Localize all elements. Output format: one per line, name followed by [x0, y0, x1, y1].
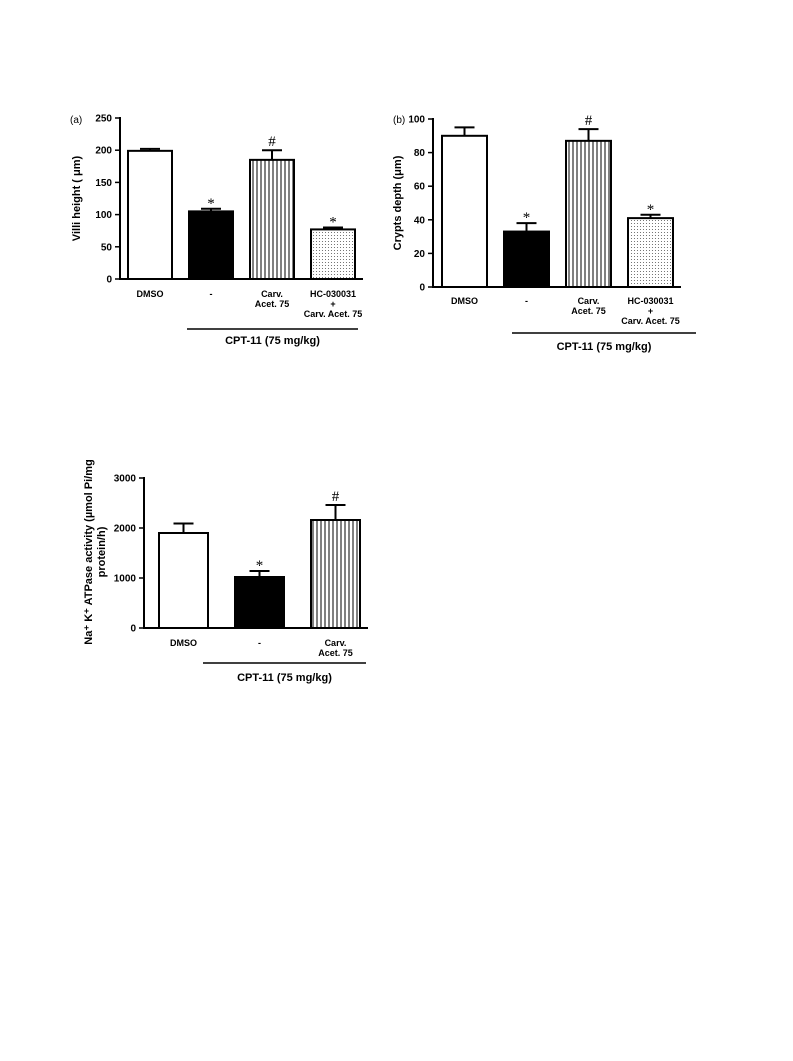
y-tick-label: 80: [414, 148, 426, 159]
y-tick-label: 200: [95, 146, 112, 157]
y-tick-label: 100: [95, 210, 112, 221]
x-category-label: +: [330, 299, 335, 309]
x-category-label: DMSO: [451, 296, 478, 306]
y-axis-label: Villi height ( μm): [71, 155, 83, 241]
x-category-label: Acet. 75: [571, 306, 606, 316]
x-category-label: -: [525, 296, 528, 306]
asterisk-marker: *: [256, 558, 264, 574]
x-category-label: Carv. Acet. 75: [621, 316, 680, 326]
x-category-label: Acet. 75: [255, 299, 290, 309]
bar-2: [503, 230, 550, 288]
panel-b: (b) 0 20 40 60 80 100 Crypts depth (μm) DMSO * - # C…: [392, 113, 696, 353]
bar-4: [310, 228, 356, 281]
y-axis-label: protein/h): [96, 526, 108, 577]
x-category-label: HC-030031: [310, 289, 356, 299]
bar-3: [249, 158, 295, 280]
bar-2: [188, 210, 234, 281]
y-tick-label: 50: [101, 242, 113, 253]
y-tick-label: 250: [95, 114, 112, 125]
panel-a: (a) 0 50 100 150 200 250 Villi height ( μm) DMSO…: [70, 114, 363, 347]
bar-1: [441, 134, 488, 288]
bar-1: [127, 149, 173, 280]
panel-c: 0 1000 2000 3000 Na⁺ K⁺ ATPase activity (µmo…: [83, 459, 368, 684]
y-tick-label: 3000: [114, 474, 137, 485]
bar-1: [158, 532, 209, 629]
bar-3: [565, 139, 612, 288]
x-category-label: -: [210, 289, 213, 299]
y-tick-label: 60: [414, 182, 426, 193]
asterisk-marker: *: [523, 210, 531, 226]
y-tick-label: 2000: [114, 524, 137, 535]
y-tick-label: 0: [419, 283, 425, 294]
x-category-label: DMSO: [137, 289, 164, 299]
panel-label: (b): [393, 115, 405, 126]
y-tick-label: 150: [95, 178, 112, 189]
asterisk-marker: *: [329, 214, 337, 230]
y-tick-label: 40: [414, 215, 426, 226]
bar-4: [627, 217, 674, 288]
y-tick-label: 1000: [114, 574, 137, 585]
x-category-label: -: [258, 638, 261, 648]
asterisk-marker: *: [207, 196, 215, 212]
y-tick-label: 100: [408, 115, 425, 126]
group-label: CPT-11 (75 mg/kg): [557, 341, 652, 353]
group-label: CPT-11 (75 mg/kg): [237, 672, 332, 684]
hash-marker: #: [332, 489, 340, 505]
group-label: CPT-11 (75 mg/kg): [225, 335, 320, 347]
x-category-label: +: [648, 306, 653, 316]
asterisk-marker: *: [647, 202, 655, 218]
y-tick-label: 20: [414, 249, 426, 260]
y-tick-label: 0: [106, 275, 112, 286]
x-category-label: Carv.: [325, 638, 347, 648]
panel-label: (a): [70, 115, 82, 126]
x-category-label: HC-030031: [627, 296, 673, 306]
x-category-label: Carv.: [261, 289, 283, 299]
x-category-label: Carv. Acet. 75: [304, 309, 363, 319]
hash-marker: #: [268, 134, 276, 150]
bar-2: [234, 576, 285, 629]
x-category-label: DMSO: [170, 638, 197, 648]
bar-3: [310, 519, 361, 629]
x-category-label: Carv.: [578, 296, 600, 306]
y-axis-label: Na⁺ K⁺ ATPase activity (µmol Pi/mg: [83, 459, 95, 644]
y-tick-label: 0: [130, 624, 136, 635]
x-category-label: Acet. 75: [318, 648, 353, 658]
hash-marker: #: [585, 113, 593, 129]
y-axis-label: Crypts depth (μm): [392, 155, 404, 250]
